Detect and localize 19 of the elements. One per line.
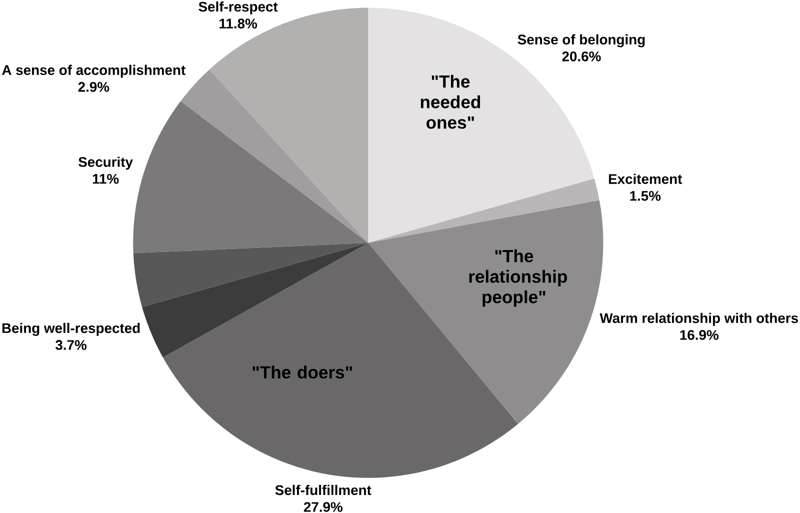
text: "The needed ones"	[420, 74, 480, 129]
data-label: 11.8%	[220, 18, 258, 28]
data-label: 20.6%	[562, 51, 601, 62]
data-label: 3.7%	[56, 340, 87, 350]
data-label: 2.9%	[78, 82, 110, 92]
slice-label: Self-fulfillment	[275, 484, 372, 495]
slice-label: Being well-respected	[2, 322, 140, 336]
data-label: 27.9%	[304, 502, 342, 512]
text: "The doers"	[252, 365, 352, 378]
slice-label: Sense of belonging	[518, 34, 645, 48]
slice-label: Warm relationship with others	[600, 312, 798, 326]
slice-label: A sense of accomplishment	[2, 64, 186, 78]
data-label: 1.5%	[630, 190, 661, 201]
data-label: 16.9%	[680, 330, 718, 340]
slice-label: Self-respect	[198, 1, 278, 14]
data-label: 11%	[92, 174, 119, 184]
slice-label: Excitement	[608, 174, 682, 184]
text: "The relationship people"	[469, 249, 567, 307]
slice-label: Security	[78, 156, 133, 170]
